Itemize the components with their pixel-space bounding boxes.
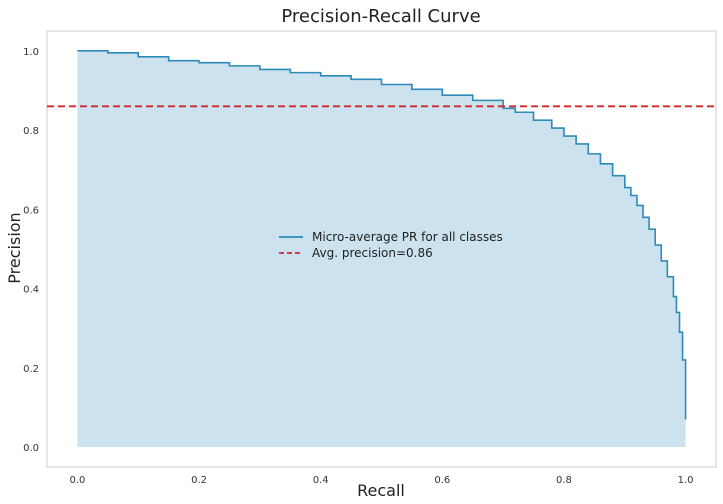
y-tick-label: 1.0	[23, 47, 39, 58]
y-tick-label: 0.8	[23, 126, 39, 137]
legend: Micro-average PR for all classes Avg. pre…	[279, 230, 503, 260]
pr-curve-fill-0	[77, 50, 686, 448]
x-tick-label: 0.6	[434, 475, 450, 486]
legend-label-1: Avg. precision=0.86	[312, 246, 433, 260]
x-axis-label: Recall	[357, 481, 405, 500]
y-tick-label: 0.6	[23, 205, 39, 216]
y-axis-label: Precision	[5, 212, 24, 283]
x-tick-label: 1.0	[678, 475, 694, 486]
y-tick-label: 0.4	[23, 285, 39, 296]
pr-curve-line-0	[77, 50, 687, 420]
x-tick-label: 0.0	[69, 475, 85, 486]
x-tick-label: 0.8	[556, 475, 572, 486]
x-axis-ticks: 0.0 0.2 0.4 0.6 0.8 1.0	[69, 475, 693, 486]
y-axis-ticks: 0.0 0.2 0.4 0.6 0.8 1.0	[23, 47, 39, 454]
x-tick-label: 0.2	[191, 475, 207, 486]
legend-label-0: Micro-average PR for all classes	[312, 230, 503, 244]
y-tick-label: 0.2	[23, 364, 39, 375]
chart-title: Precision-Recall Curve	[281, 6, 480, 27]
plot-area	[46, 30, 717, 468]
y-tick-label: 0.0	[23, 443, 39, 454]
x-tick-label: 0.4	[313, 475, 329, 486]
